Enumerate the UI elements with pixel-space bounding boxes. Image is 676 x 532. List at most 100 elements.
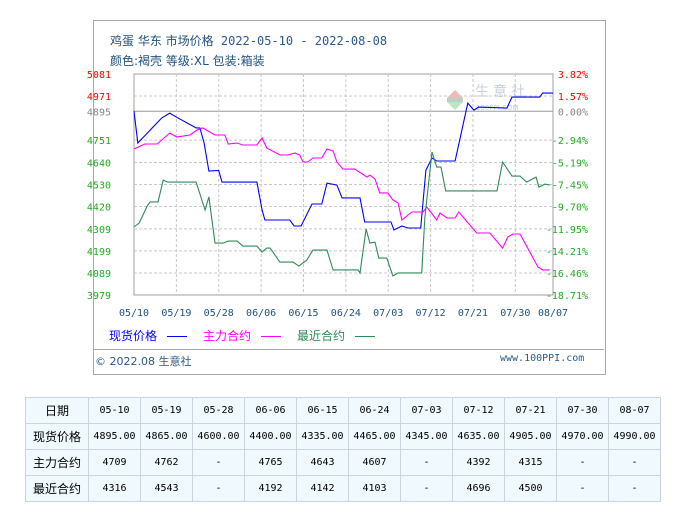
series-line-spot bbox=[133, 92, 553, 231]
legend-near: 最近合约 bbox=[297, 327, 376, 344]
x-tick-label: 08/07 bbox=[538, 308, 568, 319]
table-cell: 4607 bbox=[348, 449, 401, 476]
y-tick-left: 5081 bbox=[87, 70, 111, 81]
y-tick-left: 4089 bbox=[87, 269, 111, 280]
table-cell: 05-19 bbox=[140, 397, 193, 424]
y-tick-left: 3979 bbox=[87, 291, 111, 302]
table-cell: 07-30 bbox=[556, 397, 609, 424]
table-cell: 06-15 bbox=[296, 397, 349, 424]
y-tick-right: -18.71% bbox=[546, 291, 588, 302]
table-cell: - bbox=[192, 449, 245, 476]
table-cell: - bbox=[400, 475, 453, 502]
footer-site-link[interactable]: www.100PPI.com bbox=[500, 353, 585, 364]
table-cell: 4895.00 bbox=[88, 423, 141, 450]
table-row: 最近合约 4316 4543-4192 4142 4103-4696 4500- - bbox=[25, 475, 661, 502]
table-cell: - bbox=[608, 449, 661, 476]
y-tick-left: 4199 bbox=[87, 247, 111, 258]
table-cell: 4865.00 bbox=[140, 423, 193, 450]
x-tick-label: 05/28 bbox=[204, 308, 234, 319]
y-tick-left: 4309 bbox=[87, 225, 111, 236]
table-cell: 05-28 bbox=[192, 397, 245, 424]
table-cell: 06-24 bbox=[348, 397, 401, 424]
y-tick-left: 4420 bbox=[87, 203, 111, 214]
table-cell: 05-10 bbox=[88, 397, 141, 424]
table-cell: 4103 bbox=[348, 475, 401, 502]
table-cell: 07-12 bbox=[452, 397, 505, 424]
table-cell: 4990.00 bbox=[608, 423, 661, 450]
legend-main: 主力合约 bbox=[203, 327, 282, 344]
legend-near-label: 最近合约 bbox=[297, 329, 346, 343]
table-cell: 4765 bbox=[244, 449, 297, 476]
y-tick-right: -11.95% bbox=[546, 225, 588, 236]
row-label: 最近合约 bbox=[25, 475, 89, 502]
row-label: 现货价格 bbox=[25, 423, 89, 450]
y-tick-right: -7.45% bbox=[552, 181, 588, 192]
table-cell: 4696 bbox=[452, 475, 505, 502]
x-tick-label: 07/21 bbox=[458, 308, 488, 319]
table-cell: - bbox=[192, 475, 245, 502]
table-cell: 4970.00 bbox=[556, 423, 609, 450]
y-tick-right: 0.00% bbox=[558, 107, 588, 118]
y-tick-left: 4751 bbox=[87, 136, 111, 147]
table-row: 现货价格 4895.00 4865.00 4600.00 4400.00 4335.00 4… bbox=[25, 423, 661, 450]
title-product: 鸡蛋 华东 市场价格 bbox=[110, 34, 214, 48]
table-cell: 4635.00 bbox=[452, 423, 505, 450]
y-tick-right: -9.70% bbox=[552, 203, 588, 214]
y-tick-right: -14.21% bbox=[546, 247, 588, 258]
x-tick-label: 07/03 bbox=[373, 308, 403, 319]
table-cell: 08-07 bbox=[608, 397, 661, 424]
legend-main-label: 主力合约 bbox=[203, 329, 252, 343]
table-cell: - bbox=[556, 475, 609, 502]
table-cell: 4335.00 bbox=[296, 423, 349, 450]
watermark-logo-bar bbox=[447, 98, 463, 102]
y-tick-right: 1.57% bbox=[558, 92, 588, 103]
table-cell: 4142 bbox=[296, 475, 349, 502]
table-cell: 4465.00 bbox=[348, 423, 401, 450]
y-tick-right: -5.19% bbox=[552, 158, 588, 169]
title-date-range: 2022-05-10 - 2022-08-08 bbox=[220, 34, 388, 48]
x-tick-label: 05/10 bbox=[119, 308, 149, 319]
series-line-near bbox=[133, 151, 550, 277]
row-label: 日期 bbox=[25, 397, 89, 424]
table-cell: 4315 bbox=[504, 449, 557, 476]
table-cell: 4905.00 bbox=[504, 423, 557, 450]
table-cell: - bbox=[556, 449, 609, 476]
table-cell: 4316 bbox=[88, 475, 141, 502]
y-tick-left: 4895 bbox=[87, 107, 111, 118]
row-label: 主力合约 bbox=[25, 449, 89, 476]
table-cell: 4543 bbox=[140, 475, 193, 502]
table-cell: 4500 bbox=[504, 475, 557, 502]
chart-subtitle: 颜色:褐壳 等级:XL 包装:箱装 bbox=[110, 54, 265, 68]
y-tick-left: 4530 bbox=[87, 181, 111, 192]
watermark-logo-icon bbox=[447, 90, 463, 98]
series-line-main bbox=[133, 127, 550, 271]
y-tick-right: 3.82% bbox=[558, 70, 588, 81]
y-tick-right: -16.46% bbox=[546, 269, 588, 280]
y-tick-right: -2.94% bbox=[552, 136, 588, 147]
legend-spot-line bbox=[167, 336, 188, 337]
table-cell: 4400.00 bbox=[244, 423, 297, 450]
footer-copyright: © 2022.08 生意社 bbox=[95, 355, 192, 368]
table-cell: 4709 bbox=[88, 449, 141, 476]
legend-near-line bbox=[355, 336, 376, 337]
legend-spot: 现货价格 bbox=[109, 327, 188, 344]
y-tick-left: 4971 bbox=[87, 92, 111, 103]
table-cell: 07-21 bbox=[504, 397, 557, 424]
legend-spot-label: 现货价格 bbox=[109, 329, 158, 343]
price-table: 日期 05-10 05-19 05-28 06-06 06-15 06-24 07-03 07-… bbox=[25, 397, 661, 502]
table-cell: 4345.00 bbox=[400, 423, 453, 450]
chart-title: 鸡蛋 华东 市场价格 2022-05-10 - 2022-08-08 bbox=[110, 32, 387, 49]
y-tick-left: 4640 bbox=[87, 158, 111, 169]
table-cell: 06-06 bbox=[244, 397, 297, 424]
table-cell: 4762 bbox=[140, 449, 193, 476]
x-tick-label: 07/12 bbox=[416, 308, 446, 319]
table-cell: 07-03 bbox=[400, 397, 453, 424]
table-cell: 4643 bbox=[296, 449, 349, 476]
x-tick-label: 07/30 bbox=[500, 308, 530, 319]
watermark-logo-icon-lower bbox=[447, 102, 463, 110]
table-cell: - bbox=[608, 475, 661, 502]
footer-divider bbox=[93, 349, 604, 350]
table-header-row: 日期 05-10 05-19 05-28 06-06 06-15 06-24 07-03 07-… bbox=[25, 397, 661, 424]
x-tick-label: 06/24 bbox=[331, 308, 361, 319]
